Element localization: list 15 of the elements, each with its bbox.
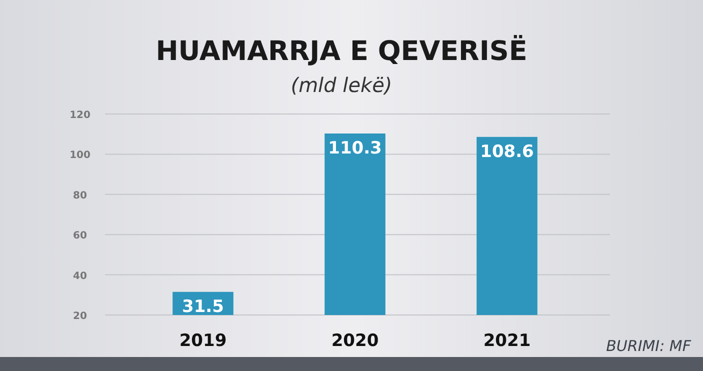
data-label: 31.5: [182, 296, 224, 317]
text: BURIMI: MF: [606, 337, 692, 355]
data-label: 108.6: [480, 142, 534, 162]
y-tick-label: 80: [73, 190, 87, 202]
y-tick-label: 120: [70, 110, 90, 121]
x-tick-label: 2020: [331, 331, 379, 351]
x-tick-label: 2019: [179, 331, 227, 351]
x-tick-label: 2021: [483, 331, 531, 351]
y-tick-label: 60: [73, 230, 87, 242]
y-tick-label: 40: [73, 270, 87, 282]
y-tick-label: 100: [70, 150, 90, 162]
chart-title: HUAMARRJA E QEVERISË: [156, 34, 528, 67]
data-label: 110.3: [328, 138, 382, 158]
chart-subtitle: (mld lekë): [290, 73, 392, 97]
y-tick-label: 20: [73, 311, 87, 322]
